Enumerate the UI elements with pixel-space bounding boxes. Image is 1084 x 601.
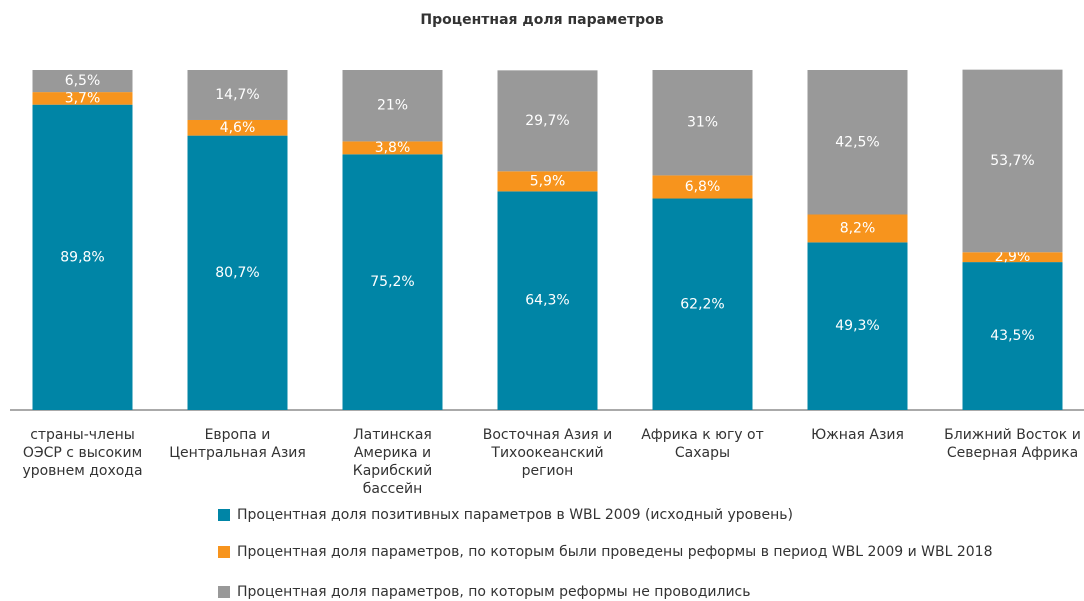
value-label: 80,7% (215, 265, 259, 281)
bar-segment (32, 104, 133, 411)
bar-segment (962, 262, 1063, 410)
bar-segment (652, 175, 753, 199)
x-tick-label: Южная Азия (811, 427, 904, 443)
x-tick-label: Европа и Центральная Азия (169, 427, 306, 461)
legend-label: Процентная доля позитивных параметров в … (237, 507, 793, 523)
bar-segment (187, 119, 288, 136)
legend-item: Процентная доля параметров, по которым р… (218, 584, 751, 600)
value-label: 31% (687, 115, 718, 131)
legend-swatch (218, 546, 230, 558)
value-label: 43,5% (990, 328, 1034, 344)
value-label: 6,5% (65, 73, 101, 89)
bar-segment (342, 154, 443, 410)
value-label: 29,7% (525, 113, 569, 129)
bar-segment (807, 214, 908, 243)
legend-label: Процентная доля параметров, по которым р… (237, 584, 751, 600)
value-label: 14,7% (215, 87, 259, 103)
value-label: 53,7% (990, 153, 1034, 169)
value-label: 64,3% (525, 293, 569, 309)
x-tick-label: Латинская Америка и Карибский бассейн (352, 427, 433, 497)
bar-segment (652, 198, 753, 410)
chart-title: Процентная доля параметров (420, 12, 663, 28)
bar-segment (342, 141, 443, 155)
bar-segment (652, 70, 753, 176)
x-tick-label: Восточная Азия и Тихоокеанский регион (482, 427, 613, 479)
value-label: 75,2% (370, 274, 414, 290)
value-label: 8,2% (840, 220, 876, 236)
bar-segment (32, 92, 133, 105)
value-label: 62,2% (680, 296, 724, 312)
value-label: 3,8% (375, 140, 411, 156)
value-label: 2,9% (995, 249, 1031, 265)
x-tick-label: Ближний Восток и Северная Африка (944, 427, 1081, 461)
bar-segment (807, 70, 908, 215)
bar-segment (497, 171, 598, 192)
bar-segment (497, 70, 598, 172)
value-label: 4,6% (220, 120, 256, 136)
value-label: 21% (377, 98, 408, 114)
value-label: 5,9% (530, 173, 566, 189)
bar-segment (962, 252, 1063, 263)
value-label: 89,8% (60, 249, 104, 265)
bar-segment (32, 70, 133, 93)
x-tick-label: страны-члены ОЭСР с высоким уровнем дохо… (22, 427, 143, 479)
bar-segment (342, 70, 443, 142)
bar-segment (807, 242, 908, 410)
legend-swatch (218, 586, 230, 598)
bar-segment (497, 191, 598, 410)
legend-item: Процентная доля параметров, по которым б… (218, 544, 993, 560)
value-label: 6,8% (685, 179, 721, 195)
value-label: 3,7% (65, 90, 101, 106)
bar-segment (187, 135, 288, 410)
legend-swatch (218, 509, 230, 521)
bar-segment (187, 70, 288, 120)
bar-segment (962, 69, 1063, 253)
legend-item: Процентная доля позитивных параметров в … (218, 507, 793, 523)
x-tick-label: Африка к югу от Сахары (641, 427, 764, 461)
legend-label: Процентная доля параметров, по которым б… (237, 544, 993, 560)
value-label: 42,5% (835, 134, 879, 150)
value-label: 49,3% (835, 318, 879, 334)
